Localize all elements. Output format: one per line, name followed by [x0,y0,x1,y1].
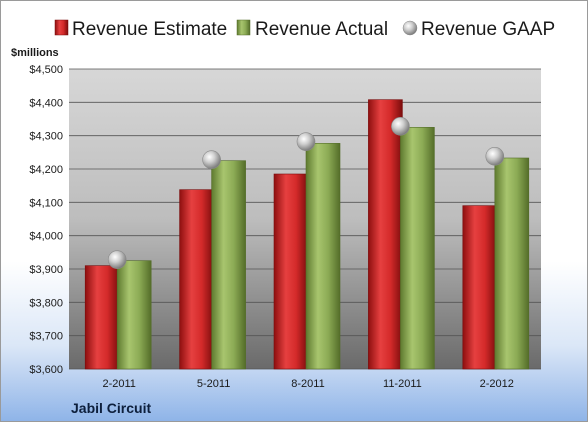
y-axis-ticks: $3,600 $3,700 $3,800 $3,900 $4,000 $4,100 $4,2… [29,64,63,376]
legend-label-estimate: Revenue Estimate [72,19,227,40]
x-tick-label: 5-2011 [197,378,230,390]
bars [84,99,530,370]
x-tick-label: 2-2011 [102,378,135,390]
legend-swatch-gaap [402,20,418,36]
y-tick-label: $4,200 [29,164,63,176]
y-tick-label: $4,500 [29,64,63,76]
y-tick-label: $4,000 [29,231,63,243]
gaap-marker [391,117,410,136]
legend-item-estimate: Revenue Estimate [54,19,227,40]
gaap-marker [485,147,505,166]
gaap-markers [107,117,505,269]
legend-swatch-estimate [54,19,69,36]
estimate-bar [84,265,120,370]
gaap-marker [107,250,127,269]
y-tick-label: $3,700 [29,331,63,343]
x-tick-label: 2-2012 [480,378,514,390]
legend-swatch-actual [236,19,251,36]
legend-label-gaap: Revenue GAAP [421,19,555,40]
company-label: Jabil Circuit [71,400,151,416]
estimate-bar [273,173,309,370]
x-tick-label: 8-2011 [291,378,324,390]
legend-label-actual: Revenue Actual [255,19,388,40]
actual-bar [211,160,246,370]
actual-bar [305,143,341,370]
estimate-bar [179,189,214,370]
y-tick-label: $4,100 [29,197,63,209]
y-axis-unit-label: $millions [11,47,59,59]
legend-item-actual: Revenue Actual [236,19,388,40]
y-tick-label: $3,800 [29,297,63,309]
x-axis-ticks: 2-2011 5-2011 8-2011 11-2011 2-2012 [102,378,513,390]
actual-bar [400,127,435,370]
estimate-bar [368,99,403,370]
y-tick-label: $4,400 [29,97,63,109]
actual-bar [494,157,530,370]
gaap-marker [296,132,316,151]
estimate-bar [462,205,498,370]
y-tick-label: $3,600 [29,364,63,376]
x-tick-label: 11-2011 [383,378,422,390]
y-tick-label: $3,900 [29,264,63,276]
legend: Revenue Estimate Revenue Actual Revenue … [54,19,555,40]
legend-item-gaap: Revenue GAAP [402,19,555,40]
actual-bar [116,260,152,370]
y-tick-label: $4,300 [29,131,63,143]
gaap-marker [202,150,221,169]
